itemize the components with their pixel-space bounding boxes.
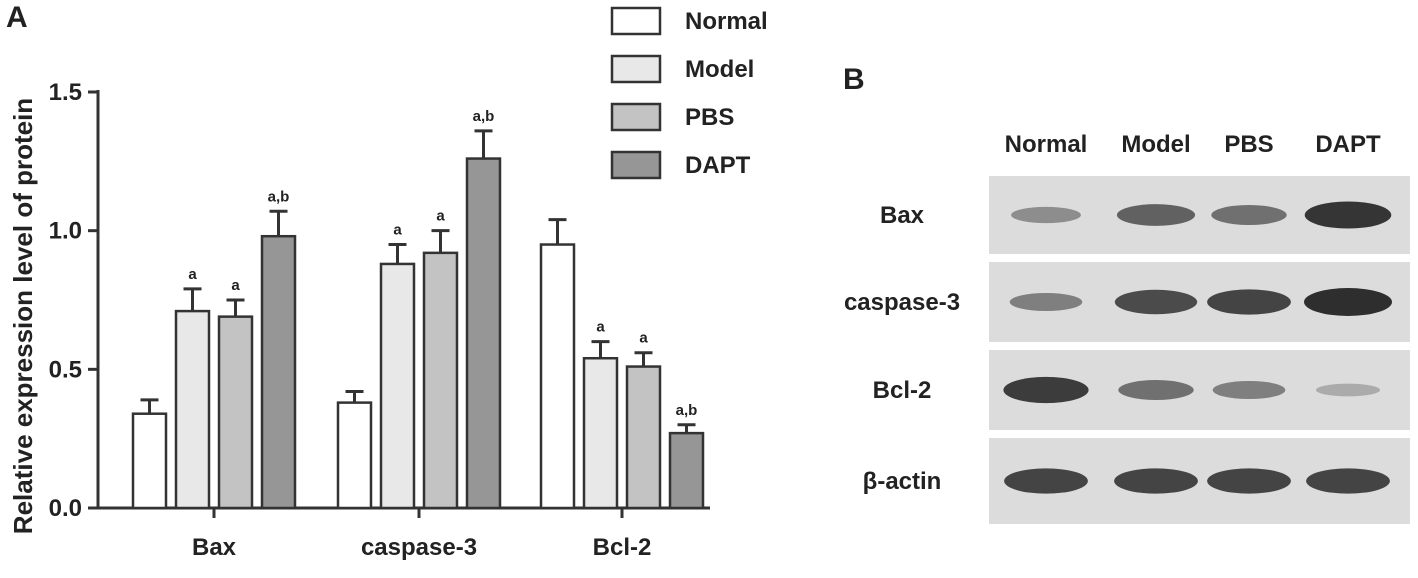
legend-swatch <box>610 6 662 36</box>
panel-b-label: B <box>843 63 865 96</box>
legend-swatch <box>610 102 662 132</box>
bar <box>422 251 459 510</box>
legend-label: Model <box>685 56 754 83</box>
bar <box>582 356 619 510</box>
bar <box>539 243 576 510</box>
blot-band <box>1212 380 1286 400</box>
blot-band <box>1304 201 1392 229</box>
blot-band <box>1011 206 1081 224</box>
blot-band <box>1207 289 1291 315</box>
bar <box>260 234 297 510</box>
x-tick-label: caspase-3 <box>361 534 477 561</box>
x-tick-label: Bcl-2 <box>593 534 652 561</box>
legend-label: DAPT <box>685 152 751 179</box>
significance-label: a <box>639 330 648 347</box>
blot-band <box>1009 292 1083 312</box>
blot-band <box>1211 205 1287 225</box>
blot-column-label: Normal <box>1005 131 1088 158</box>
blot-band <box>1304 288 1392 316</box>
significance-label: a <box>596 319 605 336</box>
y-tick-label: 0.5 <box>49 356 82 383</box>
significance-label: a <box>393 222 402 239</box>
blot-row-label: Bax <box>880 202 925 229</box>
bar <box>668 431 705 510</box>
blot-band <box>1004 468 1088 494</box>
bar <box>379 262 416 510</box>
bar <box>217 315 254 510</box>
x-tick-label: Bax <box>192 534 237 561</box>
blot-row-label: β-actin <box>863 468 942 495</box>
bar <box>465 157 502 510</box>
bar <box>131 412 168 510</box>
bar-chart: 0.0 0.5 1.0 1.5 a a a,b Bax a a a,b caspase-3 a a a,b B… <box>49 79 710 561</box>
blot-band <box>1306 468 1390 494</box>
y-tick-label: 0.0 <box>49 495 82 522</box>
blot-band <box>1116 204 1196 226</box>
bar <box>174 309 211 510</box>
significance-label: a <box>188 266 197 283</box>
bar <box>625 365 662 510</box>
significance-label: a <box>436 208 445 225</box>
blot-band <box>1114 289 1198 315</box>
western-blot: Normal Model PBS DAPT Bax caspase-3 Bcl-2 β-act… <box>844 131 1410 524</box>
significance-label: a <box>231 277 240 294</box>
significance-label: a,b <box>268 188 290 205</box>
blot-band <box>1003 376 1089 404</box>
legend-swatch <box>610 54 662 84</box>
significance-label: a,b <box>676 402 698 419</box>
blot-column-label: Model <box>1121 131 1190 158</box>
y-tick-label: 1.0 <box>49 218 82 245</box>
blot-row-label: Bcl-2 <box>873 377 932 404</box>
blot-band <box>1315 383 1381 397</box>
chart-legend: Normal Model PBS DAPT <box>610 6 768 180</box>
legend-swatch <box>610 150 662 180</box>
panel-a-label: A <box>6 1 28 34</box>
blot-band <box>1118 380 1194 400</box>
blot-band <box>1207 468 1291 494</box>
blot-column-label: DAPT <box>1315 131 1381 158</box>
significance-label: a,b <box>473 108 495 125</box>
blot-row-label: caspase-3 <box>844 289 960 316</box>
y-tick-label: 1.5 <box>49 79 82 106</box>
y-axis-label: Relative expression level of protein <box>8 98 38 534</box>
blot-band <box>1114 468 1198 494</box>
blot-column-label: PBS <box>1224 131 1273 158</box>
legend-label: Normal <box>685 8 768 35</box>
bar <box>336 401 373 510</box>
legend-label: PBS <box>685 104 734 131</box>
